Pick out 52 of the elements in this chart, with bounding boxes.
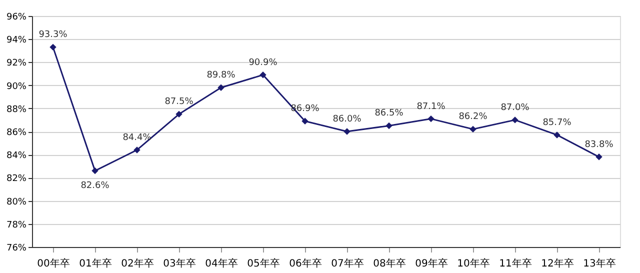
data-label: 85.7% [542,118,572,128]
point [218,84,224,91]
y-tick-label: 82% [6,174,27,184]
data-label: 87.5% [164,97,194,108]
x-tick-label: 00年卒 [37,258,70,270]
point [50,44,56,51]
point [134,146,140,154]
data-label: 89.8% [206,70,236,81]
point [302,118,308,124]
y-tick-label: 76% [6,244,27,254]
x-tick-label: 02年卒 [121,258,154,270]
x-tick-label: 08年卒 [373,258,406,270]
x-tick-label: 09年卒 [415,258,448,270]
x-tick-label: 04年卒 [205,258,238,270]
data-label: 87.1% [416,102,446,112]
y-tick-label: 86% [6,128,27,138]
point [428,115,434,122]
data-label: 90.9% [248,58,278,68]
data-label: 83.8% [584,140,614,150]
x-tick-label: 13年卒 [583,258,616,270]
y-tick-label: 80% [6,197,27,208]
data-label: 86.5% [374,108,404,119]
x-tick-label: 01年卒 [79,258,112,270]
data-label: 86.2% [458,112,488,122]
x-tick-label: 11年卒 [499,258,532,270]
data-label: 93.3% [38,30,68,40]
y-tick-label: 78% [6,220,27,230]
x-tick-label: 06年卒 [289,258,322,270]
point [92,167,98,174]
point [176,110,182,118]
y-tick-label: 92% [6,58,27,69]
point [386,122,392,130]
y-tick-label: 84% [6,151,27,162]
x-tick-label: 05年卒 [247,258,280,270]
y-tick-label: 90% [6,82,27,92]
point [512,116,518,124]
y-tick-label: 96% [6,12,27,22]
data-label: 87.0% [500,102,530,113]
x-tick-label: 07年卒 [331,258,364,270]
point [554,132,560,138]
point [344,128,350,135]
point [470,126,476,133]
data-label: 82.6% [80,180,110,191]
y-tick-label: 94% [6,36,27,46]
data-label: 86.0% [332,114,362,124]
x-tick-label: 10年卒 [457,258,490,270]
y-tick-label: 88% [6,104,27,115]
x-tick-label: 12年卒 [541,258,574,270]
x-tick-label: 03年卒 [163,258,196,270]
point [260,72,266,78]
point [596,154,602,160]
data-label: 84.4% [122,132,152,143]
